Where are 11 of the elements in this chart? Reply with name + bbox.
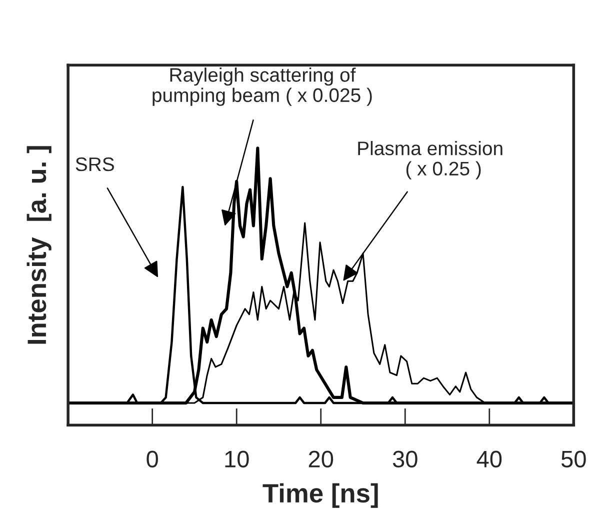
y-axis-title: Intensity [a. u. ]	[26, 146, 52, 344]
x-tick-label: 50	[561, 450, 586, 468]
x-tick-label: 10	[225, 450, 249, 468]
annotation: SRS	[76, 157, 114, 172]
x-tick-label: 0	[146, 450, 158, 468]
x-tick-label: 40	[476, 450, 502, 468]
x-tick-label: 30	[392, 450, 418, 468]
x-axis-title: Time [ns]	[262, 483, 378, 508]
text: Rayleigh scattering of pumping beam ( x 0.025 )	[152, 68, 372, 106]
annotation: Plasma emission ( x 0.25 )	[358, 140, 502, 180]
x-tick-label: 20	[308, 450, 334, 468]
